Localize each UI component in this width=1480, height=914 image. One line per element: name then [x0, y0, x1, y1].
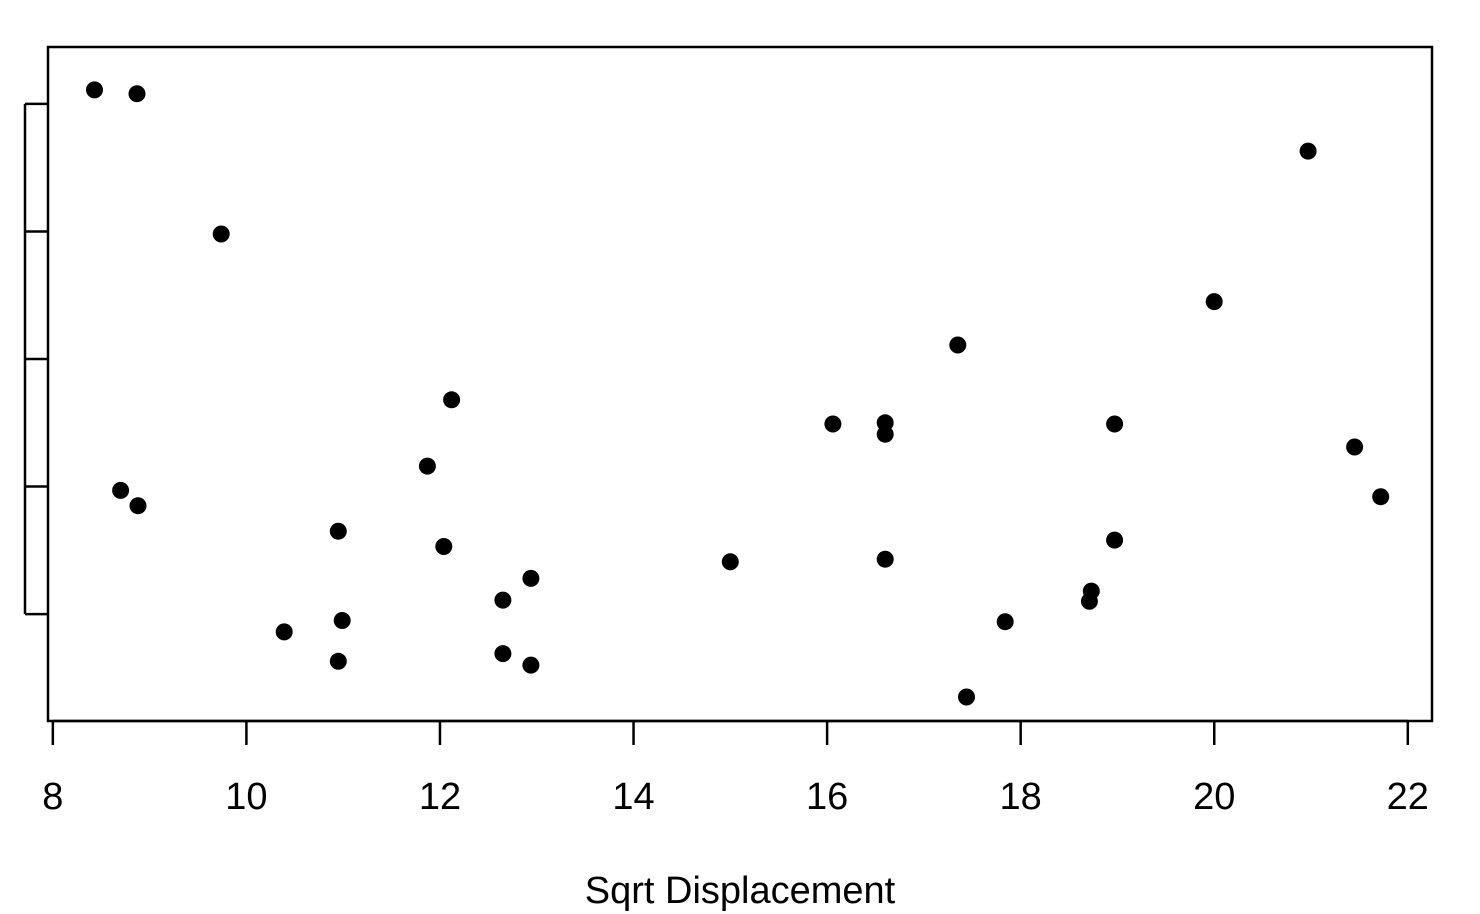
y-axis [23, 102, 48, 616]
data-point [333, 612, 351, 629]
data-point [1346, 438, 1364, 456]
data-point [824, 415, 842, 433]
x-tick-label: 12 [419, 776, 461, 818]
data-point [435, 538, 453, 555]
data-point [86, 81, 103, 99]
x-tick-label: 14 [612, 776, 654, 818]
data-point [1106, 415, 1124, 433]
data-point [329, 652, 347, 670]
x-tick-label: 10 [225, 776, 267, 818]
data-point [418, 457, 436, 475]
x-tick-label: 20 [1193, 776, 1235, 818]
data-point [522, 569, 540, 587]
data-point [443, 391, 461, 409]
data-point [494, 645, 512, 663]
x-tick-label: 16 [806, 776, 848, 818]
data-point [721, 553, 739, 571]
x-axis-title: Sqrt Displacement [585, 870, 896, 912]
data-point [128, 85, 146, 103]
data-point [958, 688, 975, 706]
data-point [275, 623, 293, 641]
data-point [494, 591, 512, 609]
x-tick-label: 22 [1387, 776, 1429, 818]
data-point [1205, 293, 1223, 311]
data-point [1082, 582, 1100, 600]
data-point [876, 425, 894, 443]
data-point [129, 497, 147, 515]
plot-area-frame [46, 45, 1434, 723]
x-tick-label: 18 [1000, 776, 1042, 818]
data-point [876, 550, 894, 568]
x-axis: 8 10 12 14 16 18 20 22 [42, 719, 1429, 818]
data-point [329, 522, 347, 540]
data-point [996, 613, 1014, 631]
data-point [1372, 488, 1390, 506]
data-point [522, 656, 540, 674]
data-point [1106, 531, 1124, 549]
data-point [1299, 142, 1317, 160]
data-point [949, 336, 967, 354]
x-tick-label: 8 [42, 776, 63, 818]
data-points [86, 81, 1390, 706]
data-point [112, 481, 130, 499]
data-point [212, 225, 230, 243]
